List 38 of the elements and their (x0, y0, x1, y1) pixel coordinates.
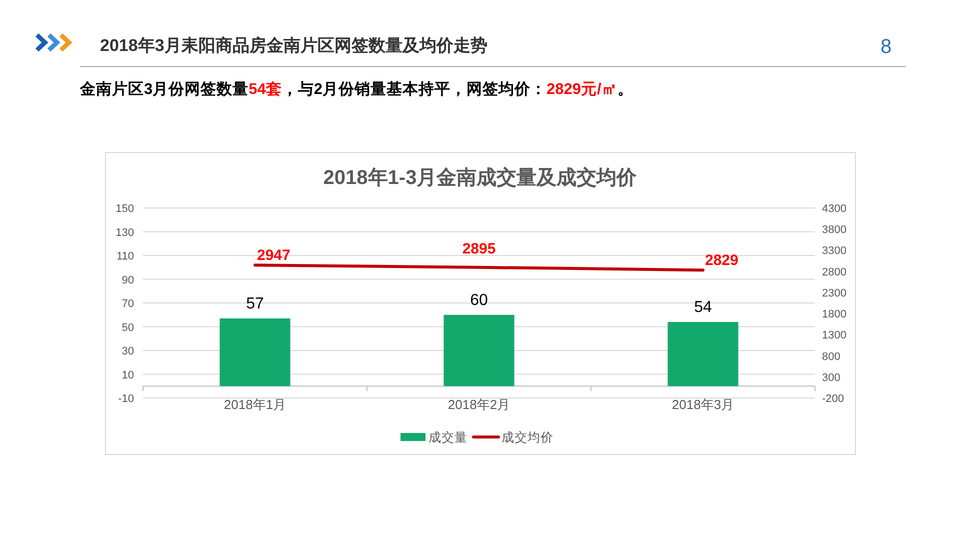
y-tick-label: 90 (122, 274, 134, 286)
legend-label: 成交均价 (502, 430, 554, 444)
data-label: 2947 (257, 247, 290, 264)
y-tick-label: 50 (122, 322, 134, 334)
x-tick-label: 2018年2月 (448, 397, 510, 412)
x-tick-label: 2018年1月 (224, 397, 286, 412)
text: ，与2月份销量基本持平，网签均价： (282, 80, 546, 98)
x-tick-label: 2018年3月 (672, 397, 734, 412)
y2-tick-label: 4300 (822, 203, 846, 215)
y2-tick-label: 3300 (822, 245, 846, 258)
y-tick-label: 130 (116, 226, 134, 239)
y2-tick-label: 3800 (822, 224, 846, 236)
y-tick-label: 70 (122, 298, 134, 310)
y-tick-label: 150 (116, 203, 134, 215)
y-tick-label: 110 (116, 250, 134, 262)
data-label: 54 (694, 299, 712, 316)
text: 2829元/㎡ (546, 81, 618, 98)
y-tick-label: -10 (118, 393, 134, 405)
text: 。 (617, 81, 634, 98)
data-label: 60 (470, 292, 488, 309)
y2-tick-label: 1300 (822, 330, 846, 342)
y-tick-label: 30 (122, 346, 134, 358)
data-label: 2895 (462, 240, 496, 258)
y2-tick-label: 2800 (822, 266, 846, 278)
y2-tick-label: 1800 (822, 308, 846, 321)
legend-label: 成交量 (428, 430, 468, 444)
y-tick-label: 10 (122, 369, 134, 382)
text: 金南片区3月份网签数量 (79, 80, 249, 98)
data-label: 2829 (705, 252, 738, 270)
y2-tick-label: 300 (822, 372, 840, 384)
data-label: 57 (246, 295, 264, 312)
chart-title: 2018年1-3月金南成交量及成交均价 (323, 166, 638, 189)
y2-tick-label: 2300 (822, 287, 846, 300)
y2-tick-label: -200 (822, 393, 844, 405)
text: 54套 (248, 80, 282, 98)
y2-tick-label: 800 (822, 350, 840, 363)
text: 2018年3月耒阳商品房金南片区网签数量及均价走势 (100, 36, 488, 55)
text: 8 (880, 36, 892, 58)
